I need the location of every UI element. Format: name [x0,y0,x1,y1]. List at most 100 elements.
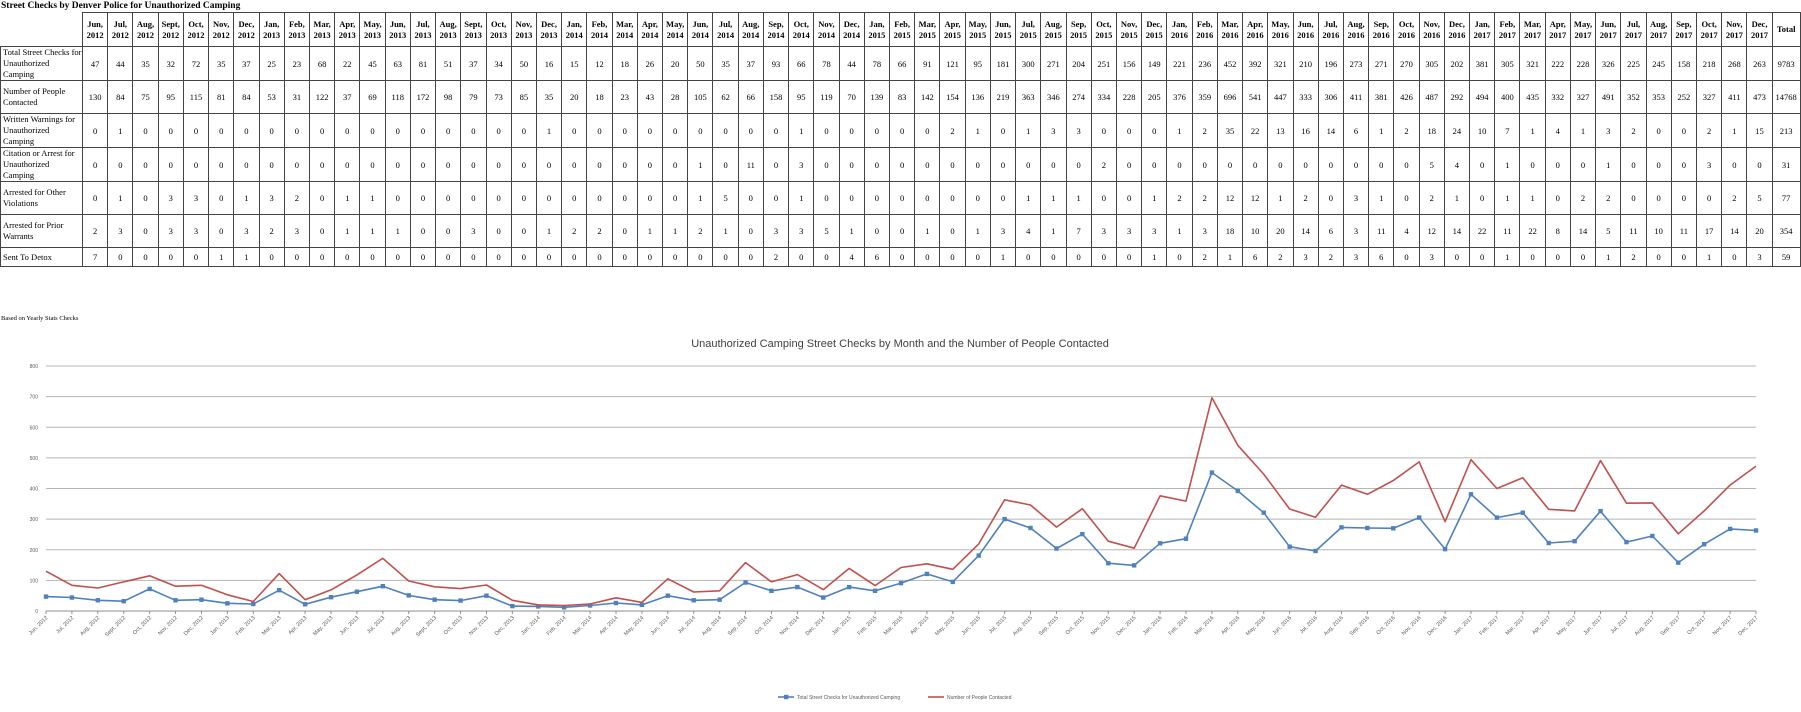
month-header: Jun, 2016 [1292,12,1319,47]
street-checks-table: Jun, 2012 Jul, 2012 Aug, 2012 Sept, 2012 Oct… [0,12,1801,267]
table-cell: 172 [409,80,437,114]
table-cell: 0 [535,247,563,267]
table-cell: 85 [510,80,537,114]
table-cell: 66 [888,46,916,81]
month-header: Feb, 2013 [283,12,310,47]
table-cell: 0 [712,147,739,182]
table-cell: 22 [1469,214,1496,248]
table-cell: 3 [1418,247,1445,267]
table-cell: 363 [1015,80,1042,114]
table-cell: 0 [1141,113,1168,148]
table-cell: 4 [1544,113,1571,148]
table-cell: 0 [1721,147,1748,182]
data-point [1701,542,1707,547]
table-cell: 494 [1469,80,1496,114]
table-cell: 0 [888,181,916,215]
table-row: Arrested for Other Violations 0 1 0 3 3 0 1 3 2 0 1… [0,181,1801,215]
table-cell: 0 [914,247,941,267]
table-cell: 12 [1242,181,1269,215]
table-cell: 0 [813,247,840,267]
table-cell: 0 [208,214,235,248]
x-tick-label: Jan, 2013 [209,615,230,636]
table-cell: 35 [535,80,563,114]
table-cell: 3 [989,214,1017,248]
table-cell: 0 [636,113,664,148]
table-cell: 93 [762,46,790,81]
table-cell: 62 [712,80,739,114]
table-cell: 79 [460,80,487,114]
total-header: Total [1771,12,1801,47]
table-cell: 2 [258,214,285,248]
table-cell: 0 [737,113,764,148]
table-cell: 0 [636,181,664,215]
table-cell: 0 [989,181,1017,215]
table-cell: 0 [1569,247,1597,267]
table-cell: 1 [334,214,361,248]
table-cell: 68 [308,46,336,81]
table-cell: 0 [762,147,790,182]
table-cell: 0 [1242,147,1269,182]
table-cell: 196 [1317,46,1344,81]
x-tick-label: Nov, 2013 [468,615,490,637]
month-header: Nov, 2016 [1418,12,1445,47]
data-point [846,584,852,590]
table-cell: 0 [1670,147,1698,182]
table-cell: 1 [233,247,260,267]
data-point [1287,544,1292,549]
table-cell: 1 [535,113,563,148]
month-header: Jun, 2017 [1595,12,1622,47]
table-cell: 2 [762,247,790,267]
data-point [1183,536,1189,541]
table-cell: 0 [1040,147,1067,182]
table-cell: 3 [157,181,184,215]
table-cell: 0 [888,113,916,148]
month-header: Jan, 2016 [1166,12,1193,47]
table-cell: 35 [208,46,235,81]
table-cell: 225 [1620,46,1647,81]
table-cell: 0 [662,113,689,148]
x-tick-label: Nov, 2012 [157,615,179,637]
table-cell: 306 [1317,80,1344,114]
month-header: Sept, 2013 [460,12,487,47]
data-point [1598,508,1603,514]
table-cell: 130 [81,80,109,114]
data-point [872,588,878,593]
table-cell: 10 [1242,214,1269,248]
data-point [484,593,489,598]
table-cell: 28 [662,80,689,114]
month-header: Jun, 2012 [81,12,109,47]
table-cell: 0 [510,214,537,248]
table-cell: 95 [964,46,991,81]
table-cell: 23 [283,46,310,81]
row-total-cell: 31 [1771,147,1801,182]
table-cell: 0 [863,214,891,248]
table-cell: 1 [964,214,991,248]
table-cell: 0 [1393,147,1420,182]
table-cell: 0 [208,181,235,215]
table-cell: 273 [1342,46,1370,81]
data-point [1313,548,1318,554]
table-cell: 0 [1317,181,1344,215]
table-cell: 3 [1342,247,1370,267]
data-point [924,571,930,577]
table-cell: 0 [611,247,638,267]
y-tick-label: 100 [30,578,39,584]
table-cell: 0 [233,113,260,148]
table-cell: 1 [1494,147,1521,182]
table-cell: 0 [989,147,1017,182]
x-tick-label: Dec, 2015 [1116,615,1138,637]
table-cell: 4 [1443,147,1471,182]
table-cell: 447 [1267,80,1294,114]
data-point [561,605,567,610]
month-header: Mar, 2017 [1519,12,1546,47]
table-cell: 327 [1695,80,1723,114]
table-cell: 0 [1469,181,1496,215]
table-cell: 0 [636,147,664,182]
table-cell: 487 [1418,80,1445,114]
data-point [1054,546,1059,551]
table-cell: 0 [611,147,638,182]
table-cell: 0 [1065,247,1092,267]
table-cell: 1 [384,214,411,248]
table-cell: 7 [1494,113,1521,148]
data-point [95,598,101,603]
